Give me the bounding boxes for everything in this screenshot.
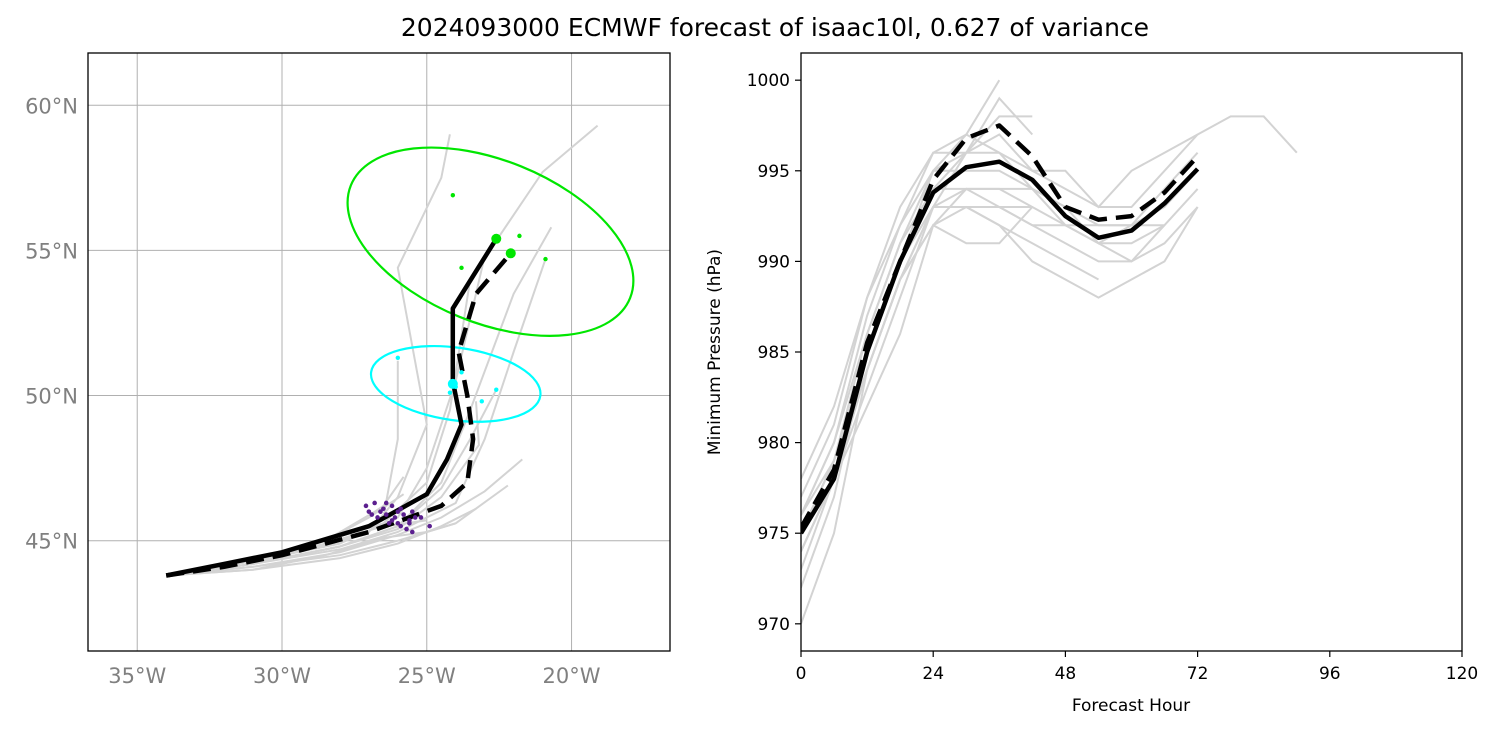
point-0h — [378, 509, 383, 514]
ensemble-pressure-line — [801, 206, 1034, 552]
ellipse-48h — [369, 344, 542, 423]
pressure-frame — [800, 52, 1463, 652]
map-y-tick-label: 60°N — [25, 94, 78, 118]
point-0h — [383, 500, 389, 506]
mean-pressure-solid — [801, 159, 1200, 535]
point-0h — [372, 500, 377, 506]
map-x-tick-label: 30°W — [253, 664, 311, 688]
ensemble-pressure-line — [801, 115, 1033, 625]
point-0h — [389, 503, 395, 509]
x-tick-label: 48 — [1055, 664, 1077, 684]
mean-track-dashed — [165, 251, 513, 578]
point-72h — [543, 256, 548, 262]
point-0h — [383, 512, 389, 517]
y-tick-label: 995 — [758, 162, 790, 182]
ensemble-pressure-lines — [801, 79, 1298, 625]
point-0h — [386, 520, 392, 526]
ensemble-pressure-line — [801, 187, 1199, 516]
x-tick-label: 0 — [796, 664, 807, 684]
point-0h — [407, 520, 412, 526]
point-0h — [398, 523, 404, 529]
y-axis-label: Minimum Pressure (hPa) — [705, 249, 725, 455]
point-0h — [363, 503, 369, 509]
map-tick-labels: 35°W 30°W 25°W 20°W 45°N 50°N 55°N 60°N — [25, 94, 601, 688]
point-48h — [479, 399, 484, 404]
x-tick-label: 96 — [1319, 664, 1341, 684]
point-0h — [381, 506, 386, 512]
position-points — [363, 193, 548, 535]
point-48h — [494, 387, 499, 392]
map-y-tick-label: 55°N — [25, 239, 78, 263]
point-0h — [409, 509, 415, 514]
point-48h — [395, 355, 401, 361]
uncertainty-ellipses — [346, 146, 635, 423]
point-0h — [375, 515, 380, 520]
point-0h — [398, 506, 404, 512]
ensemble-pressure-line — [801, 187, 1166, 552]
map-x-tick-label: 25°W — [398, 664, 456, 688]
point-0h — [392, 515, 398, 520]
ellipse-72h — [346, 146, 635, 337]
point-0h — [401, 512, 406, 517]
map-y-tick-label: 50°N — [25, 385, 78, 409]
map-gridlines — [88, 53, 670, 651]
y-tick-label: 980 — [758, 434, 790, 454]
ensemble-track-line — [166, 484, 509, 577]
point-72h — [459, 265, 464, 271]
y-tick-label: 990 — [758, 252, 790, 272]
mean-point-48h — [447, 378, 458, 389]
point-0h — [427, 523, 432, 529]
x-tick-label: 72 — [1187, 664, 1209, 684]
mean-tracks — [165, 237, 513, 578]
point-0h — [404, 526, 409, 532]
map-x-tick-label: 20°W — [543, 664, 601, 688]
y-tick-label: 970 — [758, 615, 790, 635]
point-0h — [395, 520, 401, 526]
mean-point-72h — [505, 248, 516, 259]
y-tick-label: 985 — [758, 343, 790, 363]
point-48h — [447, 390, 453, 395]
point-72h — [517, 233, 522, 239]
map-frame — [87, 52, 671, 652]
x-tick-label: 120 — [1446, 664, 1478, 684]
point-0h — [409, 529, 415, 535]
y-tick-label: 1000 — [747, 71, 790, 91]
mean-pressure-dashed — [801, 123, 1200, 529]
ensemble-track-line — [166, 134, 451, 577]
pressure-panel: 0 24 48 72 96 120 970 975 980 985 990 995 1000 Forec… — [705, 52, 1478, 716]
mean-pressure-lines — [801, 123, 1200, 535]
mean-track-solid — [165, 237, 499, 578]
ensemble-pressure-line — [801, 96, 1034, 552]
point-0h — [395, 509, 401, 514]
x-axis-label: Forecast Hour — [1072, 696, 1190, 716]
point-0h — [369, 512, 375, 517]
mean-point-72h — [491, 233, 502, 244]
point-0h — [389, 518, 395, 523]
x-tick-label: 24 — [922, 664, 944, 684]
point-72h — [450, 193, 456, 198]
pressure-ticks: 0 24 48 72 96 120 970 975 980 985 990 995 1000 — [747, 71, 1478, 684]
ensemble-pressure-line — [801, 206, 1099, 570]
map-x-tick-label: 35°W — [108, 664, 166, 688]
point-0h — [418, 515, 424, 520]
figure-title: 2024093000 ECMWF forecast of isaac10l, 0… — [401, 13, 1149, 42]
point-0h — [366, 509, 372, 514]
y-tick-label: 975 — [758, 524, 790, 544]
ensemble-track-line — [166, 522, 456, 577]
track-map-panel: 35°W 30°W 25°W 20°W 45°N 50°N 55°N 60°N — [25, 52, 671, 688]
map-y-tick-label: 45°N — [25, 530, 78, 554]
point-0h — [412, 515, 418, 520]
point-48h — [459, 370, 464, 375]
